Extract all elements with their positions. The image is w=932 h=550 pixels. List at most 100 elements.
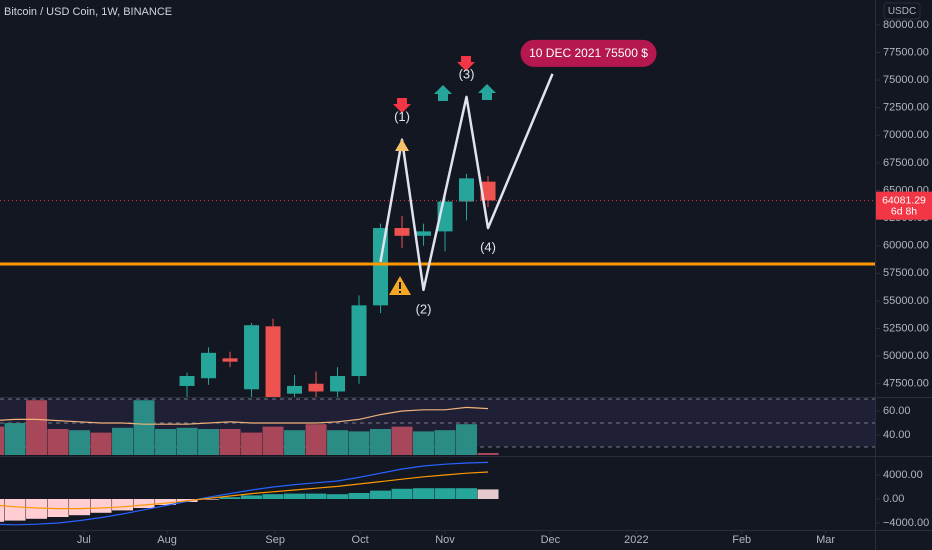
- histogram-bar: [348, 492, 370, 499]
- macd-pane: [0, 461, 499, 526]
- candle-body: [201, 352, 217, 379]
- y-tick-label: 80000.00: [883, 19, 929, 31]
- histogram-bar: [477, 489, 499, 499]
- histogram-bar: [219, 497, 241, 499]
- histogram-bar: [0, 426, 5, 455]
- annotation-bubble: [520, 39, 657, 67]
- candle-body: [265, 326, 281, 397]
- histogram-bar: [262, 494, 284, 499]
- currency-label: USDC: [888, 6, 916, 17]
- candle-body: [179, 376, 195, 386]
- y-tick-label: 4000.00: [883, 469, 923, 481]
- candle-body: [394, 228, 410, 236]
- histogram-bar: [47, 428, 69, 455]
- histogram-bar: [69, 498, 91, 516]
- histogram-bar: [219, 428, 241, 455]
- x-tick-label: Oct: [352, 534, 369, 546]
- wave-label: (3): [459, 66, 475, 81]
- histogram-bar: [155, 498, 177, 505]
- histogram-bar: [327, 430, 349, 455]
- x-tick-label: Aug: [157, 534, 177, 546]
- y-tick-label: 70000.00: [883, 129, 929, 141]
- x-tick-label: Feb: [732, 534, 751, 546]
- chart-title: Bitcoin / USD Coin, 1W, BINANCE: [4, 6, 172, 18]
- x-tick-label: Mar: [816, 534, 835, 546]
- histogram-bar: [434, 430, 456, 455]
- candle-body: [459, 178, 475, 202]
- x-tick-label: Dec: [541, 534, 561, 546]
- histogram-bar: [284, 430, 306, 455]
- x-tick-label: Jul: [77, 534, 91, 546]
- y-tick-label: 75000.00: [883, 74, 929, 86]
- wave-label: (2): [416, 301, 432, 316]
- candle-body: [480, 181, 496, 201]
- histogram-bar: [26, 400, 48, 455]
- labels: Bitcoin / USD Coin, 1W, BINANCE USDC Jul…: [4, 2, 932, 546]
- histogram-bar: [90, 432, 112, 455]
- y-tick-label: 55000.00: [883, 295, 929, 307]
- histogram-bar: [47, 498, 69, 517]
- x-tick-label: Sep: [265, 534, 285, 546]
- histogram-bar: [198, 498, 220, 500]
- histogram-bar: [456, 424, 478, 455]
- candle-body: [351, 305, 367, 377]
- wave-label: (1): [394, 109, 410, 124]
- y-tick-label: 0.00: [883, 493, 904, 505]
- histogram-bar: [370, 490, 392, 499]
- histogram-bar: [133, 498, 155, 508]
- histogram-bar: [391, 426, 413, 455]
- histogram-bar: [0, 498, 5, 522]
- histogram-bar: [241, 432, 263, 455]
- y-tick-label: −4000.00: [883, 517, 929, 529]
- histogram-bar: [112, 498, 134, 511]
- candle-body: [330, 376, 346, 392]
- price-tag-countdown: 6d 8h: [891, 205, 917, 217]
- candle-body: [373, 228, 389, 306]
- x-tick-label: 2022: [624, 534, 648, 546]
- buy-arrow: [478, 84, 496, 100]
- y-tick-label: 60000.00: [883, 240, 929, 252]
- y-tick-label: 72500.00: [883, 102, 929, 114]
- histogram-bar: [456, 488, 478, 499]
- y-tick-label: 40.00: [883, 429, 911, 441]
- y-tick-label: 77500.00: [883, 46, 929, 58]
- histogram-bar: [305, 493, 327, 499]
- price-tag: [876, 191, 932, 220]
- candle-body: [416, 231, 432, 236]
- indicator-line: [0, 406, 489, 425]
- candle-body: [287, 385, 303, 394]
- histogram-bar: [413, 431, 435, 455]
- histogram-bar: [391, 488, 413, 499]
- annotation-text: 10 DEC 2021 75500 $: [529, 46, 648, 60]
- price-tag-value: 64081.29: [882, 194, 926, 206]
- histogram-bar: [69, 430, 91, 455]
- y-tick-label: 60.00: [883, 405, 911, 417]
- histogram-bar: [176, 427, 198, 455]
- histogram-bar: [284, 493, 306, 499]
- warning-mark: [399, 291, 401, 293]
- histogram-bar: [370, 428, 392, 455]
- histogram-bar: [90, 498, 112, 513]
- currency-box: [883, 2, 921, 20]
- indicator-line: [0, 461, 489, 526]
- warning-mark: [399, 282, 401, 289]
- signal-icons: [389, 56, 496, 295]
- histogram-bar: [4, 498, 26, 521]
- y-tick-label: 47500.00: [883, 378, 929, 390]
- indicator-line: [0, 471, 489, 510]
- histogram-bar: [477, 452, 499, 455]
- wave-label: (4): [480, 239, 496, 254]
- histogram-bar: [155, 428, 177, 455]
- sell-arrow: [457, 56, 475, 71]
- histogram-bar: [112, 427, 134, 455]
- histogram-bar: [4, 423, 26, 455]
- y-tick-label: 52500.00: [883, 322, 929, 334]
- histogram-bar: [198, 428, 220, 455]
- histogram-bar: [327, 494, 349, 499]
- histogram-bar: [434, 488, 456, 499]
- histogram-bar: [348, 431, 370, 455]
- zigzag-line: [379, 73, 554, 292]
- histogram-bar: [262, 426, 284, 455]
